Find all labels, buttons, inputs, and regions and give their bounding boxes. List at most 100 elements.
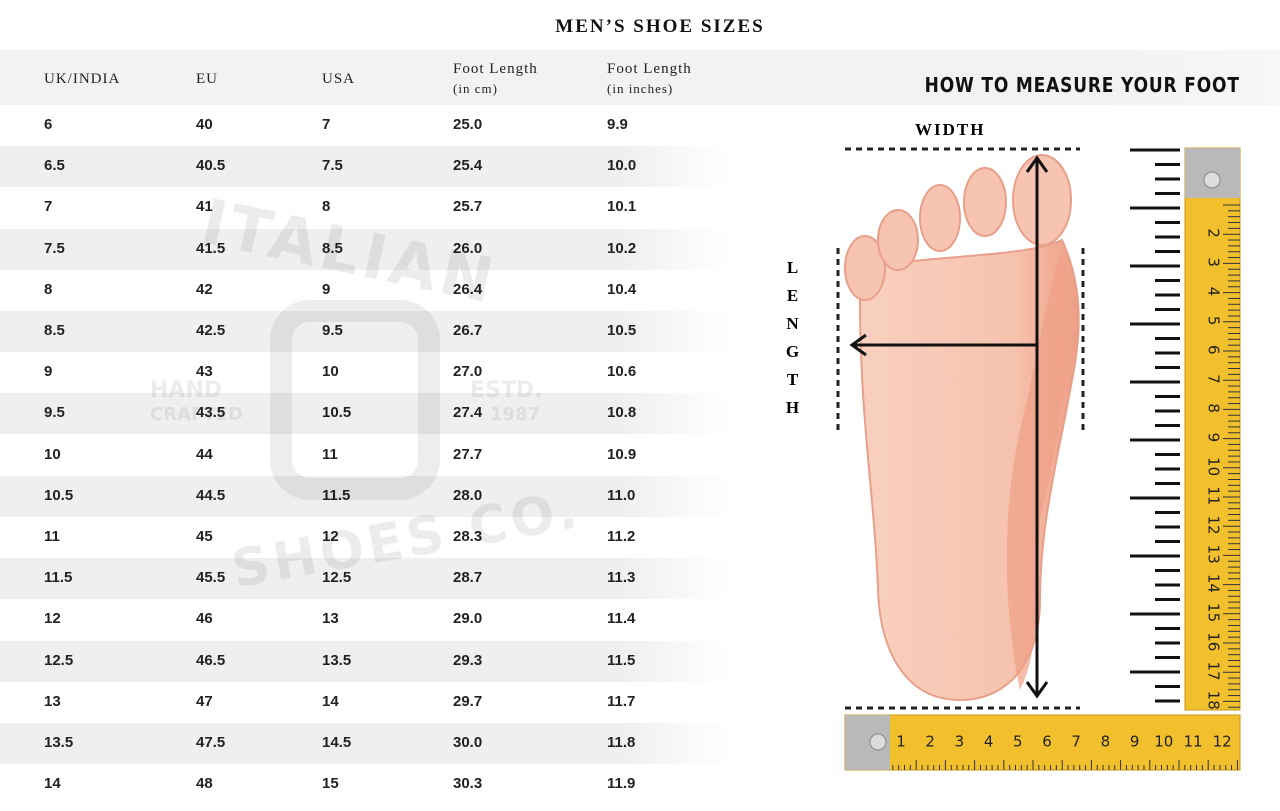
table-cell: 7.5 (322, 157, 343, 175)
ruler-number: 2 (1205, 228, 1223, 238)
ruler-number: 9 (1130, 733, 1140, 751)
table-cell: 48 (196, 775, 213, 793)
ruler-number: 2 (925, 733, 935, 751)
ruler-number: 4 (984, 733, 994, 751)
table-cell: 11 (322, 445, 338, 463)
ruler-number: 4 (1205, 287, 1223, 297)
table-cell: 30.0 (453, 734, 483, 751)
table-cell: 9 (44, 363, 53, 381)
table-row: 13.5 47.5 14.5 30.0 11.8 (0, 723, 730, 764)
table-row: 14 48 15 30.3 11.9 (0, 764, 730, 805)
table-cell: 11.3 (607, 569, 636, 587)
ruler-number: 14 (1205, 574, 1223, 593)
header-subtitle: (in cm) (453, 81, 498, 96)
table-row: 10 44 11 27.7 10.9 (0, 435, 730, 476)
table-cell: 13 (322, 610, 339, 628)
ruler-number: 9 (1205, 433, 1223, 443)
table-row: 11.5 45.5 12.5 28.7 11.3 (0, 558, 730, 600)
table-row: 13 47 14 29.7 11.7 (0, 682, 730, 723)
foot (844, 154, 1080, 702)
ruler-number: 11 (1205, 486, 1223, 505)
table-cell: 12 (44, 610, 61, 628)
table-cell: 42.5 (196, 322, 226, 339)
table-cell: 10.9 (607, 445, 637, 463)
ruler-number: 7 (1071, 733, 1081, 751)
table-cell: 11.5 (322, 486, 351, 504)
table-row: 6 40 7 25.0 9.9 (0, 105, 730, 146)
column-header: UK/INDIA (44, 70, 120, 89)
table-cell: 44 (196, 445, 213, 463)
table-cell: 28.3 (453, 528, 483, 545)
table-cell: 47.5 (196, 734, 226, 751)
table-cell: 26.4 (453, 280, 483, 298)
table-cell: 40 (196, 116, 213, 133)
table-cell: 10 (44, 445, 61, 463)
table-cell: 25.4 (453, 157, 483, 175)
table-cell: 29.3 (453, 651, 483, 669)
ruler-number: 6 (1205, 345, 1223, 355)
table-cell: 45 (196, 528, 213, 545)
table-cell: 41 (196, 198, 213, 216)
column-header: Foot Length (in inches) (607, 60, 692, 98)
page-title: MEN’S SHOE SIZES (555, 16, 765, 37)
table-cell: 6 (44, 116, 53, 133)
table-cell: 7.5 (44, 239, 65, 257)
table-cell: 14 (44, 775, 61, 793)
table-cell: 10 (322, 363, 339, 381)
header-subtitle: (in inches) (607, 81, 674, 96)
table-cell: 13.5 (44, 734, 74, 751)
table-cell: 27.4 (453, 404, 483, 422)
table-cell: 28.7 (453, 569, 483, 587)
table-cell: 11.8 (607, 734, 636, 751)
table-cell: 13.5 (322, 651, 352, 669)
table-cell: 29.0 (453, 610, 483, 628)
table-cell: 27.7 (453, 445, 483, 463)
table-cell: 46.5 (196, 651, 226, 669)
table-cell: 43.5 (196, 404, 226, 422)
table-cell: 9 (322, 280, 331, 298)
table-cell: 25.0 (453, 116, 483, 133)
ruler-number: 1 (896, 733, 906, 751)
table-row: 9.5 43.5 10.5 27.4 10.8 (0, 393, 730, 435)
ruler-number: 12 (1205, 515, 1223, 534)
table-row: 6.5 40.5 7.5 25.4 10.0 (0, 146, 730, 188)
table-cell: 10.2 (607, 239, 637, 257)
header-band (0, 50, 1280, 105)
table-cell: 47 (196, 692, 213, 710)
table-cell: 26.7 (453, 322, 483, 339)
table-cell: 8 (322, 198, 331, 216)
guide-title: HOW TO MEASURE YOUR FOOT (924, 73, 1240, 97)
table-cell: 25.7 (453, 198, 483, 216)
table-cell: 12.5 (322, 569, 352, 587)
table-cell: 28.0 (453, 486, 483, 504)
table-row: 10.5 44.5 11.5 28.0 11.0 (0, 475, 730, 517)
table-cell: 29.7 (453, 692, 483, 710)
ruler-number: 8 (1101, 733, 1111, 751)
table-cell: 46 (196, 610, 213, 628)
table-cell: 11 (44, 528, 60, 545)
table-row: 12 46 13 29.0 11.4 (0, 599, 730, 640)
ruler-ticks (886, 204, 1240, 770)
scale-ticks (1130, 148, 1180, 703)
table-cell: 8.5 (44, 322, 65, 339)
ruler-number: 6 (1042, 733, 1052, 751)
table-cell: 11.4 (607, 610, 636, 628)
ruler-number: 13 (1205, 545, 1223, 564)
table-cell: 45.5 (196, 569, 226, 587)
column-header: USA (322, 70, 355, 89)
guide-lines (836, 147, 1085, 710)
header-title: USA (322, 71, 356, 87)
table-cell: 15 (322, 775, 339, 793)
measure-arrows (849, 155, 1049, 699)
table-cell: 8.5 (322, 239, 343, 257)
table-cell: 11.5 (607, 651, 636, 669)
table-cell: 12 (322, 528, 339, 545)
table-cell: 11.2 (607, 528, 636, 545)
ruler-number: 16 (1205, 632, 1223, 651)
table-cell: 42 (196, 280, 213, 298)
ruler-number: 12 (1213, 733, 1232, 751)
table-cell: 27.0 (453, 363, 483, 381)
